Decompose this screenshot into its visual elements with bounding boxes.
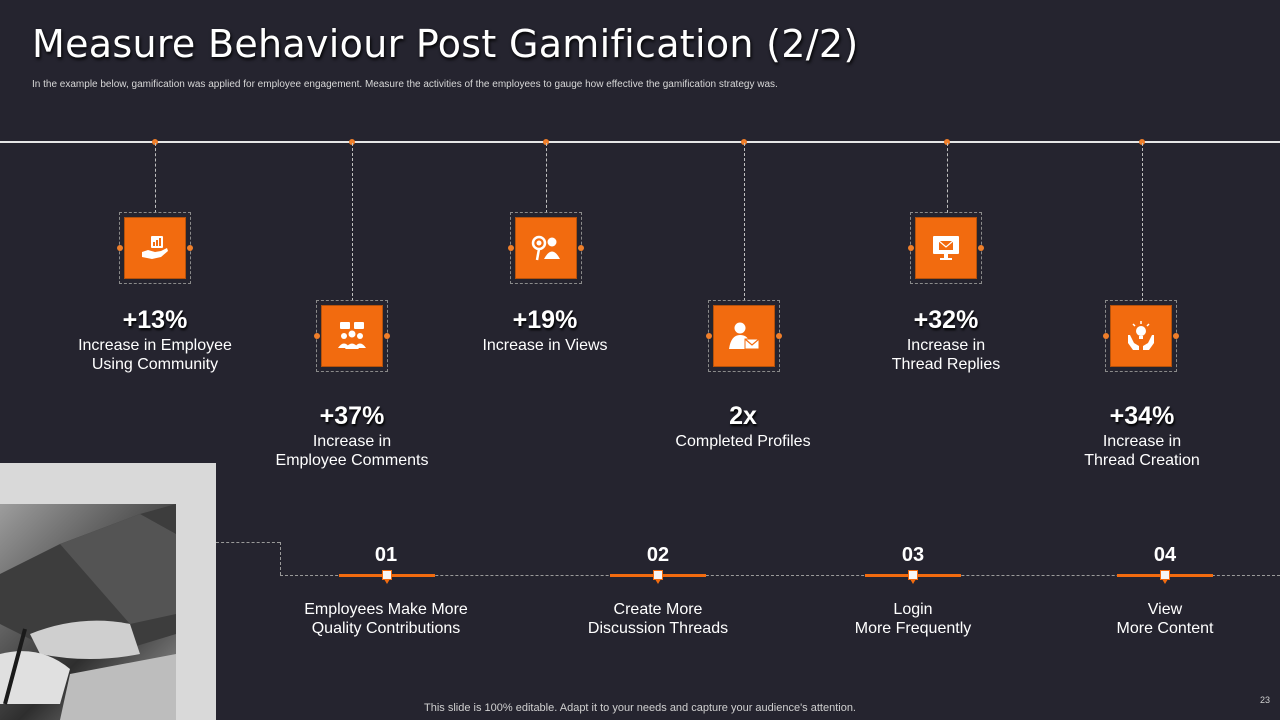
stat-label: Increase in Employee: [78, 337, 232, 354]
timeline-dot: [349, 139, 355, 145]
stat-label: Increase in: [906, 337, 986, 354]
stat-thread-replies: +32% Increase in Thread Replies: [846, 306, 1046, 374]
stat-label: Thread Replies: [891, 356, 1001, 373]
idea-hands-icon: [1128, 321, 1154, 350]
connector-line: [947, 143, 948, 213]
stat-value: +19%: [512, 306, 578, 334]
step-marker: [1160, 570, 1170, 584]
stat-tile-completed-profiles: [706, 300, 782, 372]
stat-value: 2x: [729, 402, 757, 430]
stat-value: +34%: [1109, 402, 1175, 430]
stat-views: +19% Increase in Views: [445, 306, 645, 355]
stat-value: +32%: [913, 306, 979, 334]
stat-label: Completed Profiles: [675, 433, 811, 450]
timeline-dot: [152, 139, 158, 145]
timeline-dot: [741, 139, 747, 145]
stat-tile-thread-creation: [1103, 300, 1179, 372]
stat-label: Increase in: [1102, 433, 1182, 450]
connector-line: [155, 143, 156, 213]
user-mail-icon: [729, 322, 760, 350]
step-number: 01: [374, 544, 398, 566]
step-marker: [653, 570, 663, 584]
team-chat-icon: [338, 322, 366, 349]
timeline-dot: [944, 139, 950, 145]
connector-line: [1142, 143, 1143, 301]
photo-hands-writing: [0, 504, 176, 720]
step-number: 02: [646, 544, 670, 566]
user-search-icon: [531, 235, 560, 261]
timeline-line: [0, 141, 1280, 143]
stat-label: Using Community: [91, 356, 219, 373]
step-number: 04: [1153, 544, 1177, 566]
step-label: View More Content: [1116, 601, 1214, 637]
hand-chart-icon: [142, 236, 168, 259]
step-connector: [280, 542, 281, 575]
monitor-mail-icon: [933, 236, 959, 260]
stat-tile-employee-community: [117, 212, 193, 284]
stat-label: Thread Creation: [1084, 452, 1200, 469]
stat-employee-community: +13% Increase in Employee Using Community: [55, 306, 255, 374]
connector-line: [744, 143, 745, 301]
step-number: 03: [901, 544, 925, 566]
stat-label: Employee Comments: [275, 452, 429, 469]
footer-note: This slide is 100% editable. Adapt it to…: [424, 702, 856, 714]
connector-line: [352, 143, 353, 301]
page-number: 23: [1259, 695, 1270, 705]
timeline-dot: [1139, 139, 1145, 145]
stat-value: +13%: [122, 306, 188, 334]
step-marker: [382, 570, 392, 584]
step-label: Login More Frequently: [854, 601, 972, 637]
stat-label: Increase in Views: [482, 337, 608, 354]
step-marker: [908, 570, 918, 584]
stat-completed-profiles: 2x Completed Profiles: [643, 402, 843, 451]
stat-tile-views: [508, 212, 584, 284]
stat-label: Increase in: [312, 433, 392, 450]
step-label: Employees Make More Quality Contributions: [304, 601, 468, 637]
timeline-dot: [543, 139, 549, 145]
stat-tile-thread-replies: [908, 212, 984, 284]
step-connector: [216, 542, 280, 543]
stat-value: +37%: [319, 402, 385, 430]
page-title: Measure Behaviour Post Gamification (2/2…: [32, 22, 859, 66]
step-timeline: [280, 575, 1280, 576]
stat-employee-comments: +37% Increase in Employee Comments: [252, 402, 452, 470]
connector-line: [546, 143, 547, 213]
stat-thread-creation: +34% Increase in Thread Creation: [1042, 402, 1242, 470]
stat-tile-employee-comments: [314, 300, 390, 372]
step-label: Create More Discussion Threads: [587, 601, 729, 637]
page-subtitle: In the example below, gamification was a…: [32, 79, 778, 90]
